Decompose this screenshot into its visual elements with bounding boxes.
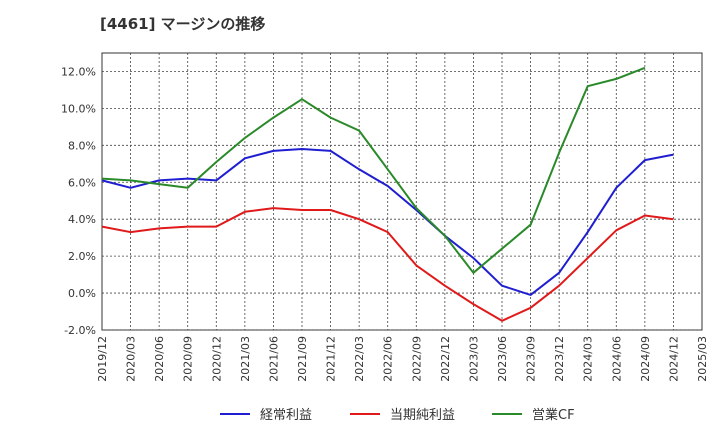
legend-label: 営業CF bbox=[532, 407, 575, 423]
y-tick-label: 12.0% bbox=[61, 65, 96, 78]
chart-title: [4461] マージンの推移 bbox=[100, 15, 266, 33]
y-tick-label: 6.0% bbox=[68, 176, 96, 189]
y-tick-label: 2.0% bbox=[68, 250, 96, 263]
y-tick-label: 10.0% bbox=[61, 102, 96, 115]
plot-area bbox=[101, 52, 703, 331]
legend-item-3: 営業CF bbox=[492, 407, 575, 423]
x-tick-label: 2024/06 bbox=[610, 336, 623, 382]
x-tick-label: 2021/03 bbox=[239, 336, 252, 382]
x-tick-label: 2022/09 bbox=[410, 336, 423, 382]
x-tick-label: 2020/03 bbox=[125, 336, 138, 382]
x-tick-label: 2020/12 bbox=[210, 336, 223, 382]
y-tick-label: 4.0% bbox=[68, 213, 96, 226]
x-tick-label: 2023/06 bbox=[496, 336, 509, 382]
x-tick-label: 2022/06 bbox=[382, 336, 395, 382]
x-tick-label: 2019/12 bbox=[96, 336, 109, 382]
x-tick-label: 2023/12 bbox=[553, 336, 566, 382]
legend-item-1: 経常利益 bbox=[220, 408, 312, 423]
legend-label: 当期純利益 bbox=[390, 408, 455, 423]
x-tick-label: 2021/09 bbox=[296, 336, 309, 382]
x-tick-label: 2024/03 bbox=[582, 336, 595, 382]
x-tick-label: 2022/12 bbox=[439, 336, 452, 382]
x-tick-label: 2024/09 bbox=[639, 336, 652, 382]
legend-label: 経常利益 bbox=[260, 408, 312, 423]
x-tick-label: 2022/03 bbox=[353, 336, 366, 382]
x-tick-label: 2021/06 bbox=[267, 336, 280, 382]
x-tick-label: 2021/12 bbox=[325, 336, 338, 382]
y-tick-label: -2.0% bbox=[64, 324, 96, 337]
series-line-3 bbox=[101, 66, 646, 274]
x-tick-label: 2020/06 bbox=[153, 336, 166, 382]
x-tick-label: 2023/09 bbox=[525, 336, 538, 382]
x-tick-label: 2023/03 bbox=[467, 336, 480, 382]
series-line-2 bbox=[101, 207, 674, 322]
y-tick-label: 0.0% bbox=[68, 287, 96, 300]
x-tick-label: 2025/03 bbox=[696, 336, 709, 382]
x-tick-label: 2024/12 bbox=[667, 336, 680, 382]
y-tick-label: 8.0% bbox=[68, 139, 96, 152]
legend-item-2: 当期純利益 bbox=[350, 408, 455, 423]
x-tick-label: 2020/09 bbox=[182, 336, 195, 382]
